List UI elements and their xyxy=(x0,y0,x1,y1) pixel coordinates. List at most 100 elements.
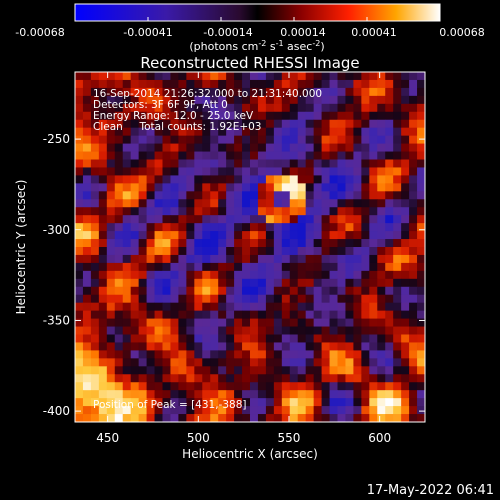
image-pixel xyxy=(90,374,100,383)
y-tick-label: -300 xyxy=(43,223,70,237)
image-pixel xyxy=(178,111,187,121)
image-pixel xyxy=(297,231,307,240)
image-pixel xyxy=(321,414,330,422)
image-pixel xyxy=(130,326,140,335)
image-pixel xyxy=(361,95,370,105)
image-pixel xyxy=(162,135,171,144)
image-pixel xyxy=(98,398,108,407)
colorbar-gradient xyxy=(74,3,441,22)
image-pixel xyxy=(265,159,275,168)
image-pixel xyxy=(178,398,187,407)
image-pixel xyxy=(297,414,307,422)
image-pixel xyxy=(194,406,203,415)
image-pixel xyxy=(257,87,267,97)
image-pixel xyxy=(393,191,402,200)
image-pixel xyxy=(353,175,362,184)
image-pixel xyxy=(106,406,116,415)
image-pixel xyxy=(194,215,203,224)
image-pixel xyxy=(329,135,338,144)
image-pixel xyxy=(305,72,315,81)
image-pixel xyxy=(154,111,163,121)
image-pixel xyxy=(218,254,227,264)
image-pixel xyxy=(218,334,227,343)
image-pixel xyxy=(289,278,299,288)
image-pixel xyxy=(242,175,251,184)
image-pixel xyxy=(273,95,283,105)
image-pixel xyxy=(98,310,108,319)
image-pixel xyxy=(178,199,187,208)
image-pixel xyxy=(210,326,219,335)
image-pixel xyxy=(122,406,132,415)
image-pixel xyxy=(393,374,402,383)
image-pixel xyxy=(273,191,283,200)
image-pixel xyxy=(186,135,195,144)
image-pixel xyxy=(385,262,394,272)
image-pixel xyxy=(210,254,219,264)
image-pixel xyxy=(321,302,330,312)
image-pixel xyxy=(202,326,211,335)
image-pixel xyxy=(210,167,219,176)
image-pixel xyxy=(345,95,354,105)
image-pixel xyxy=(146,135,155,144)
image-pixel xyxy=(385,247,394,256)
image-pixel xyxy=(321,223,330,232)
image-pixel xyxy=(106,143,116,152)
image-pixel xyxy=(186,318,195,327)
y-axis-ticks: -250-300-350-400 xyxy=(43,132,425,418)
image-pixel xyxy=(202,207,211,216)
image-pixel xyxy=(353,247,362,256)
image-pixel xyxy=(210,247,219,256)
image-pixel xyxy=(98,262,108,272)
image-pixel xyxy=(82,135,92,144)
image-pixel xyxy=(369,199,378,208)
image-pixel xyxy=(75,191,84,200)
image-pixel xyxy=(281,302,291,312)
colorbar-unit-label: (photons cm-2 s-1 asec-2) xyxy=(189,39,324,53)
image-pixel xyxy=(313,350,322,359)
image-pixel xyxy=(297,406,307,415)
image-pixel xyxy=(242,79,251,89)
image-pixel xyxy=(106,286,116,296)
image-pixel xyxy=(250,254,259,264)
image-pixel xyxy=(401,167,410,176)
image-pixel xyxy=(377,95,386,105)
image-pixel xyxy=(377,398,386,407)
image-pixel xyxy=(401,119,410,129)
image-pixel xyxy=(321,167,330,176)
image-pixel xyxy=(337,87,346,97)
image-pixel xyxy=(329,167,338,176)
image-pixel xyxy=(146,406,155,415)
image-pixel xyxy=(329,111,338,121)
image-pixel xyxy=(313,183,322,192)
image-pixel xyxy=(75,366,84,375)
image-pixel xyxy=(138,294,147,304)
image-pixel xyxy=(194,390,203,399)
image-pixel xyxy=(162,95,171,105)
image-pixel xyxy=(114,87,124,97)
image-pixel xyxy=(321,382,330,391)
image-pixel xyxy=(361,247,370,256)
image-pixel xyxy=(210,334,219,343)
image-pixel xyxy=(122,270,132,280)
image-pixel xyxy=(361,191,370,200)
image-pixel xyxy=(329,366,338,375)
image-pixel xyxy=(178,390,187,399)
image-pixel xyxy=(401,382,410,391)
image-pixel xyxy=(417,183,425,192)
image-pixel xyxy=(337,247,346,256)
image-pixel xyxy=(75,278,84,288)
image-pixel xyxy=(289,390,299,399)
image-pixel xyxy=(178,270,187,280)
image-pixel xyxy=(75,95,84,105)
image-pixel xyxy=(377,366,386,375)
image-pixel xyxy=(265,111,275,121)
image-pixel xyxy=(194,103,203,113)
image-pixel xyxy=(297,167,307,176)
image-pixel xyxy=(146,183,155,192)
image-pixel xyxy=(401,199,410,208)
image-pixel xyxy=(265,119,275,129)
image-pixel xyxy=(321,270,330,280)
image-pixel xyxy=(305,390,315,399)
image-pixel xyxy=(265,231,275,240)
image-pixel xyxy=(321,278,330,288)
